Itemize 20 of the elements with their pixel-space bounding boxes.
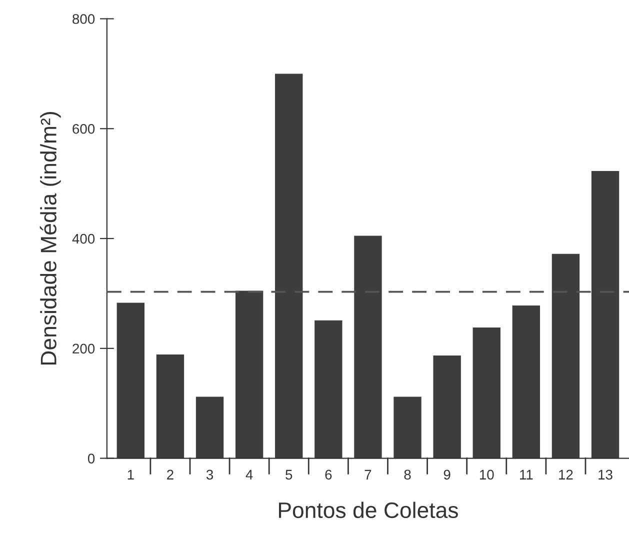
x-tick-label: 10: [480, 470, 494, 480]
x-tick-label: 6: [325, 470, 332, 480]
y-axis-title: Densidade Média (ind/m²): [40, 112, 61, 365]
x-tick-label: 3: [206, 470, 214, 480]
x-tick-label: 4: [246, 470, 253, 480]
y-tick-label: 800: [72, 14, 95, 24]
x-tick-label: 7: [364, 470, 372, 480]
y-tick-label: 600: [72, 124, 95, 134]
x-tick-label: 5: [286, 470, 292, 480]
y-tick-label: 400: [72, 234, 95, 244]
x-tick-label: 1: [128, 470, 134, 480]
x-tick-label: 11: [520, 470, 533, 480]
x-tick-label: 9: [444, 470, 450, 480]
x-axis-title: Pontos de Coletas: [278, 502, 458, 518]
x-tick-label: 13: [598, 470, 612, 480]
y-tick-label: 0: [88, 454, 95, 464]
x-tick-label: 2: [167, 470, 174, 480]
x-tick-label: 8: [404, 470, 411, 480]
y-tick-label: 200: [72, 344, 95, 354]
x-tick-label: 12: [559, 470, 573, 480]
